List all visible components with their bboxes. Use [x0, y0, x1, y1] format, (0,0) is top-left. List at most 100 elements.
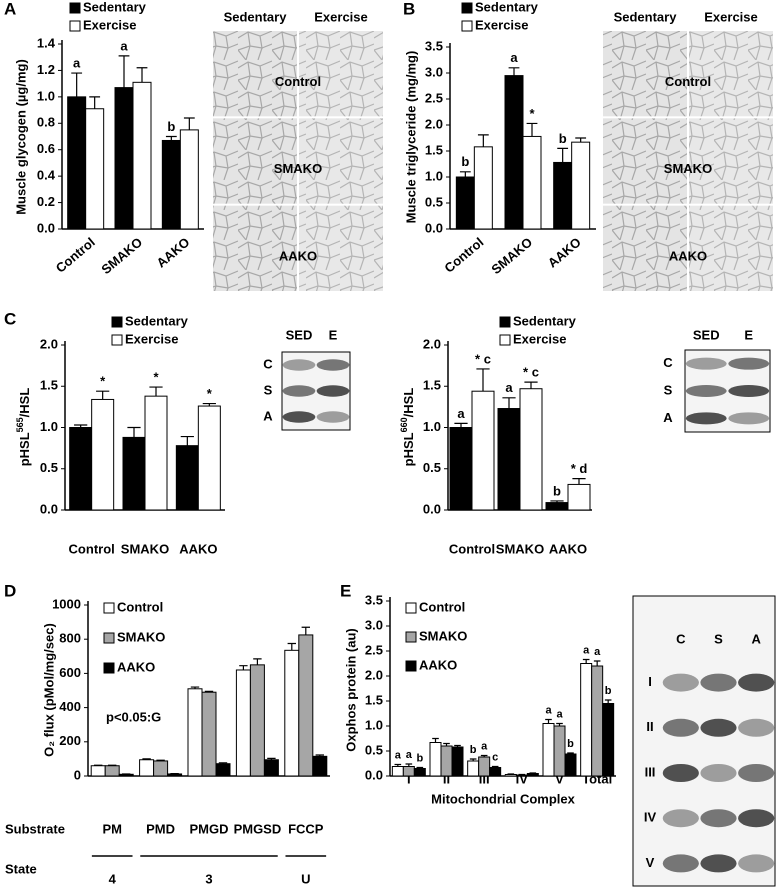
panel-label: E: [340, 581, 351, 600]
error-bar: [118, 55, 130, 88]
legend-swatch: [103, 602, 115, 614]
bar-annotation: b: [416, 752, 423, 764]
blot-band: [662, 764, 699, 782]
y-tick-label: 0.5: [425, 194, 443, 209]
bar-annotation: b: [470, 744, 477, 756]
error-bar: [575, 137, 587, 143]
error-bar: [156, 759, 165, 761]
bar: [467, 760, 480, 777]
bar-annotation: a: [457, 406, 465, 421]
blot-band: [700, 854, 737, 873]
bar-annotation: b: [605, 685, 612, 697]
blot-column-label: A: [751, 631, 761, 646]
error-bar: [432, 737, 439, 743]
error-bar: [593, 660, 601, 666]
y-tick-label: 0.6: [37, 141, 55, 156]
y-axis-title-part: /HSL: [17, 388, 32, 418]
bar-annotation: a: [594, 646, 601, 658]
y-tick-label: 2.0: [40, 336, 58, 351]
y-axis-title: Oxphos protein (au): [343, 628, 358, 752]
y-tick-label: 0.5: [423, 460, 441, 475]
blot-band: [700, 809, 737, 828]
blot-band: [316, 385, 350, 397]
blot-band: [685, 384, 727, 398]
bar: [519, 388, 543, 511]
x-tick-label: SMAKO: [496, 541, 544, 556]
micrograph-column-label: Sedentary: [614, 9, 678, 24]
bar: [201, 691, 217, 777]
blot-band: [282, 411, 316, 423]
y-tick-label: 2.5: [425, 90, 443, 105]
micrograph-column-label: Exercise: [704, 9, 758, 24]
x-tick-label: Control: [53, 234, 98, 275]
x-tick-label: SMAKO: [98, 234, 145, 277]
bar: [402, 766, 415, 777]
error-bar: [502, 397, 516, 409]
blot-row-label: II: [646, 719, 653, 734]
legend-label: Exercise: [475, 17, 529, 32]
micrograph: [689, 205, 773, 291]
blot-band: [700, 718, 737, 737]
bar-annotation: a: [73, 56, 81, 71]
bar: [526, 773, 539, 777]
bar-annotation: * c: [523, 365, 539, 380]
bar: [67, 96, 87, 230]
bar-annotation: *: [100, 374, 106, 389]
y-axis-title: pHSL660/HSL: [399, 388, 416, 467]
error-bar: [476, 368, 490, 392]
bar: [413, 768, 426, 777]
y-tick-label: 0.0: [37, 220, 55, 235]
legend-swatch: [405, 660, 417, 672]
x-axis-title: Mitochondrial Complex: [431, 791, 576, 806]
x-tick-label: IV: [516, 771, 529, 786]
bar: [104, 765, 120, 777]
bar: [567, 483, 591, 511]
error-bar: [239, 665, 248, 670]
bar: [440, 745, 453, 777]
error-bar: [526, 122, 538, 137]
row-label: Substrate: [5, 821, 65, 836]
error-bar: [550, 500, 564, 503]
micrograph: [213, 31, 297, 117]
x-tick-label: AAKO: [179, 541, 217, 556]
y-tick-label: 2.5: [365, 642, 383, 657]
error-bar: [416, 766, 424, 769]
bar: [187, 688, 203, 777]
error-bar: [183, 117, 195, 130]
bar: [602, 703, 615, 777]
y-axis-title: Muscle triglyceride (mg/mg): [403, 51, 418, 224]
error-bar: [96, 390, 110, 400]
bar: [197, 405, 221, 511]
blot-band: [728, 412, 770, 425]
y-tick-label: 0.4: [37, 168, 56, 183]
y-axis-title-part: pHSL: [17, 432, 32, 466]
blot-column-label: S: [714, 631, 723, 646]
bar: [132, 81, 152, 230]
micrograph: [689, 31, 773, 117]
blot-frame: [632, 595, 776, 887]
bar: [175, 445, 199, 511]
bar-annotation: b: [167, 119, 175, 134]
y-tick-label: 2.0: [365, 667, 383, 682]
x-tick-label: V: [555, 771, 564, 786]
blot-row-label: A: [263, 408, 273, 423]
bar: [451, 746, 464, 777]
micrograph: [299, 118, 383, 204]
y-tick-label: 0.0: [423, 501, 441, 516]
y-tick-label: 1.0: [425, 168, 443, 183]
micrograph-column-label: Sedentary: [224, 9, 288, 24]
blot-column-label: SED: [693, 327, 720, 342]
blot-band: [316, 411, 350, 423]
x-tick-label: PMGD: [190, 821, 229, 836]
micrograph: [603, 205, 687, 291]
bar-annotation: a: [481, 740, 488, 752]
error-bar: [202, 402, 216, 407]
error-bar: [454, 744, 461, 747]
blot-column-label: SED: [286, 327, 313, 342]
bar: [167, 773, 183, 777]
bar-annotation: a: [583, 644, 590, 656]
error-bar: [443, 742, 450, 746]
y-tick-label: 3.0: [425, 64, 443, 79]
bar: [391, 766, 404, 777]
bar: [473, 146, 493, 230]
